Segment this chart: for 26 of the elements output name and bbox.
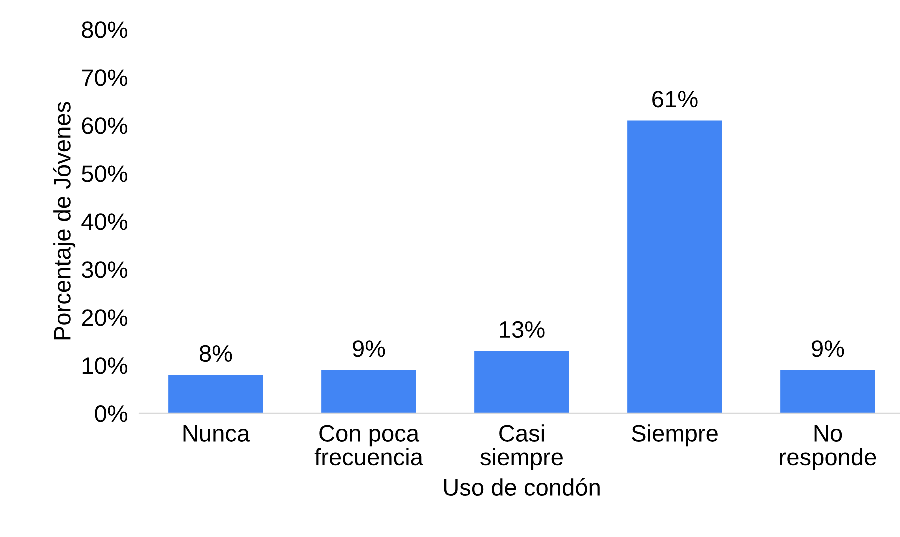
bar [474,351,570,414]
x-tick-label: No responde [780,425,876,470]
y-tick-label: 60% [82,118,128,134]
data-label: 13% [500,321,545,338]
y-tick-label: 0% [95,406,128,422]
y-axis-title: Porcentaje de Jóvenes [53,102,76,340]
x-tick-label: Con poca frecuencia [314,425,424,466]
y-tick-label: 80% [82,22,128,38]
data-label: 9% [353,340,386,358]
y-tick-label: 20% [82,310,128,326]
bar [780,370,876,414]
data-label: 8% [200,345,232,362]
data-label: 9% [812,340,844,358]
y-tick-label: 50% [82,166,128,182]
x-axis-title: Uso de condón [444,478,600,496]
bar [628,120,722,414]
y-tick-label: 40% [82,214,128,230]
x-tick-label: Siempre [632,424,718,447]
x-tick-label: Casi siempre [480,424,563,470]
x-tick-label: Nunca [184,425,250,442]
bar [322,370,416,414]
data-label: 61% [652,91,698,108]
y-tick-label: 10% [82,358,128,374]
y-tick-label: 70% [82,70,128,86]
bar [168,375,264,414]
y-tick-label: 30% [82,262,128,278]
